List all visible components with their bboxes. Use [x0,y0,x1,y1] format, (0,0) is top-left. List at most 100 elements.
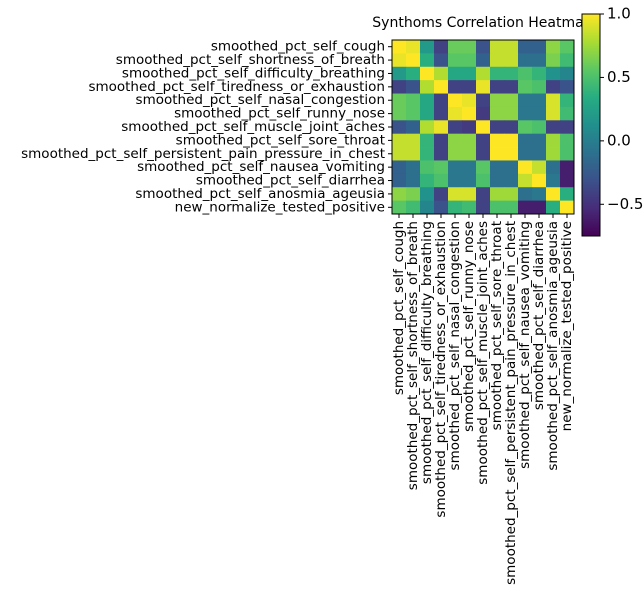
x-tick-label: smoothed_pct_self_diarrhea [531,221,547,410]
heatmap-cell [504,53,519,68]
heatmap-cell [420,133,435,148]
heatmap-cell [560,40,575,54]
heatmap-cell [476,200,491,215]
heatmap-cell [406,173,421,188]
x-tick-label: smoothed_pct_self_nausea_vomiting [517,221,533,469]
heatmap-cell [546,106,561,121]
heatmap-cell [406,93,421,108]
heatmap-cell [406,160,421,175]
heatmap-cell [434,40,449,54]
heatmap-cell [490,40,505,54]
heatmap-cell [462,187,477,202]
heatmap-cell [532,200,547,215]
heatmap-cell [392,53,407,68]
colorbar-tick-label: 0.5 [607,68,631,86]
heatmap-cell [490,147,505,161]
heatmap-cell [420,160,435,175]
x-tick-label: smoothed_pct_self_nasal_congestion [447,221,463,470]
heatmap-cell [546,133,561,148]
heatmap-cell [504,173,519,188]
heatmap-cell [504,187,519,202]
heatmap-cell [448,66,463,81]
heatmap-cell [392,173,407,188]
heatmap-cell [546,53,561,68]
heatmap-cell [518,133,533,148]
heatmap-cell [462,173,477,188]
y-tick-label: smoothed_pct_self_tiredness_or_exhaustio… [88,79,385,95]
heatmap-cell [476,133,491,148]
heatmap-cell [560,160,575,175]
heatmap-cell [504,200,519,215]
heatmap-cell [420,187,435,202]
heatmap-cell [560,133,575,148]
x-tick-label: smoothed_pct_self_anosmia_ageusia [545,221,561,471]
heatmap-cell [448,120,463,135]
heatmap-cell [546,93,561,108]
heatmap-cell [462,120,477,135]
heatmap-cell [462,40,477,54]
heatmap-cell [518,147,533,161]
heatmap-cell [476,147,491,161]
heatmap-cell [392,187,407,202]
heatmap-cell [406,66,421,81]
heatmap-cell [476,160,491,175]
x-axis-tick-labels: smoothed_pct_self_coughsmoothed_pct_self… [391,214,575,585]
heatmap-cell [476,66,491,81]
heatmap-cell [504,160,519,175]
heatmap-cell [420,93,435,108]
heatmap-cell [434,173,449,188]
heatmap-cell [546,66,561,81]
heatmap-cell [406,120,421,135]
heatmap-cell [546,40,561,54]
heatmap-cell [560,53,575,68]
heatmap-cell [434,66,449,81]
heatmap-cell [448,93,463,108]
heatmap-cell [420,200,435,215]
y-tick-label: smoothed_pct_self_difficulty_breathing [122,65,385,81]
heatmap-cell [434,147,449,161]
heatmap-cell [392,120,407,135]
heatmap-cell [434,200,449,215]
heatmap-cell [476,173,491,188]
heatmap-cell [448,80,463,94]
heatmap-cell [406,53,421,68]
heatmap-cell [420,66,435,81]
x-tick-label: new_normalize_tested_positive [559,221,575,431]
heatmap-cell [462,160,477,175]
heatmap-cell [476,53,491,68]
x-tick-label: smoothed_pct_self_shortness_of_breath [405,221,421,490]
heatmap-cell [476,93,491,108]
heatmap-cell [532,173,547,188]
heatmap-cell [490,133,505,148]
colorbar-tick-label: 1.0 [607,5,631,23]
heatmap-cell [490,106,505,121]
heatmap-cell [392,133,407,148]
heatmap-cell [490,53,505,68]
colorbar-ticks: −0.5 0.0 0.5 1.0 [600,5,643,213]
heatmap-cell [476,120,491,135]
y-axis-tick-labels: smoothed_pct_self_coughsmoothed_pct_self… [21,39,392,215]
heatmap-cell [518,160,533,175]
y-tick-label: new_normalize_tested_positive [175,199,385,215]
heatmap-cell [504,93,519,108]
heatmap-cell [448,200,463,215]
y-tick-label: smoothed_pct_self_runny_nose [174,106,385,122]
heatmap-cell [560,106,575,121]
heatmap-cell [434,160,449,175]
heatmap-cell [392,160,407,175]
heatmap-cell [462,53,477,68]
heatmap-cell [504,106,519,121]
heatmap-cell [490,80,505,94]
y-tick-label: smoothed_pct_self_muscle_joint_aches [121,119,385,135]
heatmap-cell [532,133,547,148]
heatmap-cell [546,80,561,94]
y-tick-label: smoothed_pct_self_persistent_pain_pressu… [21,146,385,162]
colorbar-tick-label: 0.0 [607,131,631,149]
y-tick-label: smoothed_pct_self_shortness_of_breath [116,52,385,68]
heatmap-cell [560,80,575,94]
heatmap-cell [420,106,435,121]
heatmap-cell [532,106,547,121]
heatmap-cell [434,80,449,94]
x-tick-label: smoothed_pct_self_sore_throat [489,221,505,430]
heatmap-cell [546,160,561,175]
